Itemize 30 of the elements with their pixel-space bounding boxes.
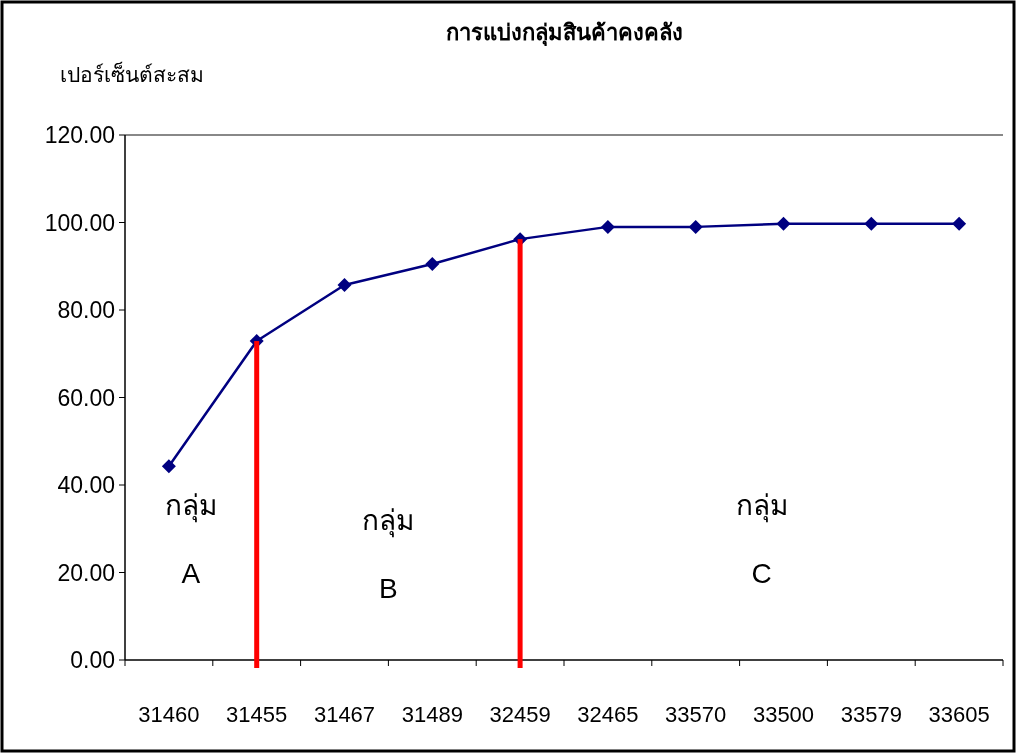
x-tick-label: 31455 xyxy=(226,702,288,727)
x-tick-label: 33570 xyxy=(665,702,727,727)
y-tick-label: 40.00 xyxy=(57,472,115,498)
y-tick-label: 0.00 xyxy=(70,647,115,673)
y-tick-label: 100.00 xyxy=(44,209,115,236)
y-tick-label: 80.00 xyxy=(57,297,115,323)
point xyxy=(864,216,879,231)
point xyxy=(600,219,615,234)
x-tick-label: 33500 xyxy=(752,702,815,727)
y-tick-label: 120.00 xyxy=(44,122,115,148)
x-tick-label: 32459 xyxy=(489,702,551,727)
point xyxy=(337,278,352,293)
point xyxy=(425,257,440,272)
x-tick-label: 33605 xyxy=(928,702,990,727)
x-tick-label: 31460 xyxy=(138,702,200,727)
x-tick-label: 33579 xyxy=(840,702,902,727)
text: กลุ่ม A xyxy=(164,490,217,589)
x-tick-label: 32465 xyxy=(577,702,639,727)
point xyxy=(776,216,791,231)
y-tick-label: 20.00 xyxy=(57,559,115,586)
x-tick-label: 31467 xyxy=(313,702,376,727)
y-tick-label: 60.00 xyxy=(57,384,115,411)
x-tick-label: 31489 xyxy=(401,702,463,727)
text: กลุ่ม B xyxy=(362,505,415,604)
chart-title: การแบ่งกลุ่มสินค้าคงคลัง xyxy=(445,20,683,47)
point xyxy=(161,459,176,474)
point xyxy=(952,216,967,231)
y-axis-title: เปอร์เซ็นต์สะสม xyxy=(60,61,204,86)
text: กลุ่ม C xyxy=(735,490,788,589)
point xyxy=(688,219,703,234)
